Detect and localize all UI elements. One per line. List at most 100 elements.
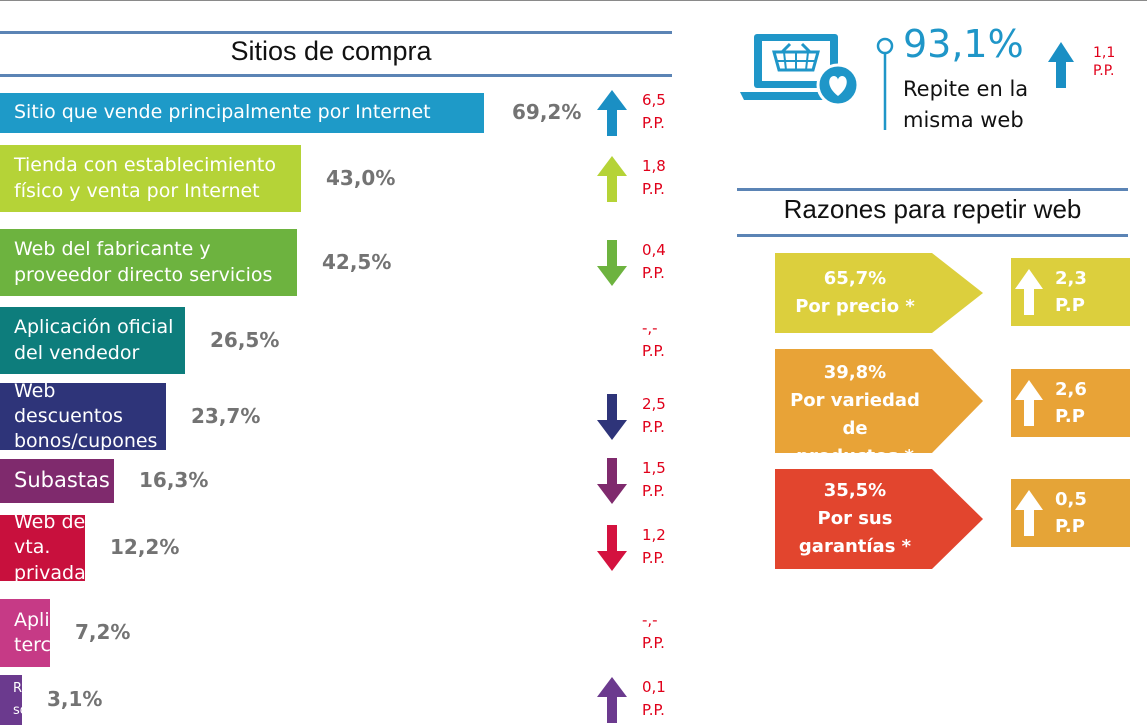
bar-value-label: 7,2% <box>75 620 131 644</box>
bar-label: Tienda con establecimiento físico y vent… <box>14 154 276 202</box>
bar-change: 0,1 P.P. <box>642 676 666 723</box>
bar-change-unit: P.P. <box>642 114 665 133</box>
reason-label: 35,5% Por sus garantías * <box>775 477 935 561</box>
repite-label-line1: Repite en la <box>903 77 1029 101</box>
bar-label: Aplicación oficial del vendedor <box>14 316 174 364</box>
bar-3: Web del fabricante y proveedor directo s… <box>0 229 297 296</box>
bar-change: 1,2 P.P. <box>642 524 666 571</box>
bar-change: 2,5 P.P. <box>642 393 666 440</box>
arrow-up-icon <box>1015 380 1043 426</box>
razones-title: Razones para repetir web <box>783 194 1082 224</box>
arrow-down-icon <box>597 239 627 286</box>
bar-label: Web descuentos bonos/cupones <box>14 379 158 453</box>
bar-change-value: -,- <box>642 611 658 629</box>
laptop-shopping-heart-icon <box>740 34 860 107</box>
bar-change-unit: P.P. <box>642 482 665 501</box>
top-divider <box>0 0 1147 1</box>
bar-8: Aplic. terceros <box>0 599 92 667</box>
bar-value-label: 69,2% <box>512 100 582 124</box>
bar-change: -,- P.P. <box>642 317 665 364</box>
bar-6: Subastas <box>0 459 114 503</box>
bar-value-label: 3,1% <box>47 687 103 711</box>
sitios-title-rule-top <box>0 31 672 34</box>
bar-label: R. sociales <box>13 680 65 718</box>
reason-value-label: 39,8% <box>823 362 887 384</box>
bar-value-label: 43,0% <box>326 165 396 190</box>
arrow-down-icon <box>597 458 627 504</box>
bar-label: Web del fabricante y proveedor directo s… <box>14 238 273 286</box>
bar-change-unit: P.P. <box>642 701 665 720</box>
arrow-up-icon <box>597 155 627 202</box>
reason-value-label: 35,5% <box>823 480 887 502</box>
arrow-up-icon <box>1015 490 1043 536</box>
bar-value-label: 42,5% <box>322 249 392 274</box>
reason-arrow-2 <box>775 349 983 453</box>
bar-change-value: 1,8 <box>642 156 666 175</box>
bar-change-unit: P.P. <box>642 341 665 360</box>
bar-5: Web descuentos bonos/cupones <box>0 380 166 452</box>
reason-text-line: Por sus <box>817 508 893 530</box>
reason-value-label: 65,7% <box>823 268 887 290</box>
bar-value-label: 23,7% <box>191 403 261 428</box>
bar-change-unit: P.P. <box>642 634 665 653</box>
bar-label: Sitio que vende principalmente por Inter… <box>14 101 431 124</box>
reason-label: 65,7% Por precio * <box>775 265 935 321</box>
bar-change-value: 6,5 <box>642 91 666 109</box>
reason-arrow-1 <box>775 253 983 333</box>
bar-value-label: 16,3% <box>139 468 209 492</box>
bar-change-value: 0,4 <box>642 240 666 259</box>
bar-7: Web de vta. privada <box>0 511 86 584</box>
repite-change-value: 1,1 <box>1093 45 1116 61</box>
repite-label-line2: misma web <box>903 108 1024 133</box>
arrow-up-icon <box>1015 269 1043 315</box>
bar-9: R. sociales <box>0 675 65 725</box>
repite-arrow-up-icon <box>1048 42 1074 88</box>
bar-4: Aplicación oficial del vendedor <box>0 307 185 374</box>
bar-change: 0,4 P.P. <box>642 239 666 286</box>
reason-text-line: productos * <box>796 445 914 467</box>
reason-arrow-3 <box>775 469 983 569</box>
reason-text-line: Por precio * <box>795 295 915 317</box>
bar-change-value: 1,2 <box>642 526 666 544</box>
bar-change-unit: P.P. <box>642 549 665 568</box>
bar-change: 1,8 P.P. <box>642 155 666 202</box>
reason-change: 2,6 P.P <box>1055 376 1087 430</box>
repite-change-unit: P.P. <box>1093 63 1115 80</box>
bar-value-label: 12,2% <box>110 535 180 559</box>
bar-change-value: 1,5 <box>642 459 666 477</box>
bar-1: Sitio que vende principalmente por Inter… <box>0 93 484 133</box>
sitios-title-rule-bottom <box>0 74 672 77</box>
razones-title-rule-bottom <box>737 234 1128 237</box>
reason-change-value: 0,5 <box>1055 489 1087 510</box>
arrow-down-icon <box>597 393 627 440</box>
arrow-down-icon <box>597 525 627 571</box>
razones-title-rule-top <box>737 188 1128 191</box>
bar-change-unit: P.P. <box>642 417 665 436</box>
reason-change-unit: P.P <box>1055 516 1085 537</box>
sitios-bar-chart: Sitio que vende principalmente por Inter… <box>0 89 666 725</box>
bar-label: Subastas <box>14 468 110 493</box>
arrow-up-icon <box>597 90 627 136</box>
bar-label: Aplic. terceros <box>14 608 92 656</box>
reason-text-line: Por variedad de <box>790 390 920 439</box>
repite-change: 1,1 P.P. <box>1093 44 1115 80</box>
bar-change-unit: P.P. <box>642 179 665 198</box>
bar-change-unit: P.P. <box>642 263 665 282</box>
bar-change: 6,5 P.P. <box>642 89 666 136</box>
bar-change: -,- P.P. <box>642 609 665 656</box>
reason-label: 39,8% Por variedad de productos * <box>775 359 935 471</box>
reason-change-unit: P.P <box>1055 406 1085 427</box>
reason-change-unit: P.P <box>1055 295 1085 316</box>
bar-change-value: 0,1 <box>642 678 666 696</box>
arrow-up-icon <box>597 677 627 723</box>
reason-change: 0,5 P.P <box>1055 486 1087 540</box>
repite-pct: 93,1% <box>903 22 1024 66</box>
reason-text-line: garantías * <box>798 535 912 557</box>
reason-change-value: 2,3 <box>1055 268 1087 289</box>
bar-change-value: 2,5 <box>642 394 666 413</box>
sitios-title: Sitios de compra <box>230 36 432 66</box>
bar-change-value: -,- <box>642 318 658 337</box>
bar-value-label: 26,5% <box>210 327 280 352</box>
bar-change: 1,5 P.P. <box>642 457 666 504</box>
stat-pin-marker <box>876 37 894 130</box>
